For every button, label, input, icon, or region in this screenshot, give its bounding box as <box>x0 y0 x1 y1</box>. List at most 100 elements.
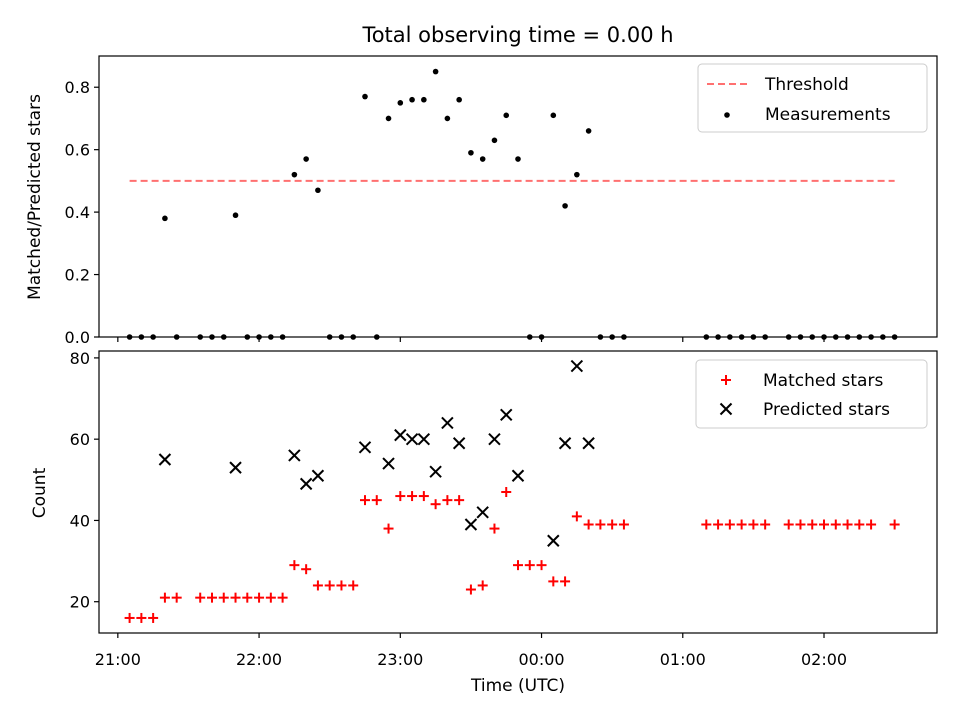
predicted-star-point <box>441 416 454 430</box>
matched-star-point <box>454 495 465 506</box>
ratio-y-axis-label: Matched/Predicted stars <box>25 94 45 300</box>
matched-star-point <box>395 491 406 502</box>
count-plot-area <box>124 359 900 623</box>
matched-star-point <box>595 519 606 530</box>
chart-title: Total observing time = 0.00 h <box>361 23 673 47</box>
legend-threshold-label: Threshold <box>764 75 849 95</box>
matched-star-point <box>889 519 900 530</box>
predicted-star-point <box>429 465 442 478</box>
matched-star-point <box>348 580 359 591</box>
matched-star-point <box>760 519 771 530</box>
matched-star-point <box>171 592 182 603</box>
legend-measurements-swatch <box>724 112 730 118</box>
x-axis-label: Time (UTC) <box>470 676 565 696</box>
measurement-point <box>162 215 168 222</box>
predicted-star-point <box>417 432 431 446</box>
matched-star-point <box>536 560 547 571</box>
matched-star-point <box>489 523 500 534</box>
matched-star-point <box>548 576 559 587</box>
matched-star-point <box>124 612 135 623</box>
legend-predicted-label: Predicted stars <box>763 400 890 420</box>
predicted-star-point <box>476 506 489 519</box>
measurement-point <box>409 96 415 103</box>
measurement-point <box>362 93 368 100</box>
matched-star-point <box>277 592 288 603</box>
matched-star-point <box>430 499 441 510</box>
matched-star-point <box>477 580 488 591</box>
predicted-star-point <box>547 534 560 547</box>
count-y-tick-label: 80 <box>70 349 90 368</box>
count-axes-frame <box>98 350 938 634</box>
measurement-point <box>232 212 239 219</box>
measurement-point <box>515 156 521 162</box>
x-tick-label: 21:00 <box>95 650 141 669</box>
measurement-point <box>315 187 321 194</box>
predicted-star-point <box>570 359 584 373</box>
x-tick-label: 23:00 <box>377 650 423 669</box>
measurement-point <box>303 156 309 162</box>
matched-star-point <box>136 612 147 623</box>
matched-star-point <box>148 612 159 623</box>
predicted-star-point <box>229 461 242 474</box>
measurement-point <box>385 115 392 122</box>
measurement-point <box>468 149 474 156</box>
matched-star-point <box>501 487 512 497</box>
ratio-axes-frame <box>98 55 938 338</box>
ratio-y-tick-label: 0.8 <box>65 78 90 97</box>
predicted-star-point <box>464 518 478 531</box>
legend-predicted-swatch <box>719 402 733 416</box>
matched-star-point <box>465 584 476 595</box>
x-tick-label: 02:00 <box>801 650 847 669</box>
predicted-star-point <box>405 432 419 446</box>
predicted-star-point <box>358 441 372 454</box>
matched-star-point <box>819 519 830 530</box>
measurement-point <box>479 156 486 162</box>
matched-star-point <box>371 495 382 506</box>
measurement-point <box>291 171 298 178</box>
ratio-x-ticks <box>117 337 825 342</box>
legend-matched-swatch <box>721 375 731 385</box>
matched-star-point <box>854 519 865 530</box>
matched-star-point <box>218 592 229 603</box>
matched-star-point <box>159 592 170 603</box>
matched-star-point <box>418 491 429 502</box>
matched-star-point <box>254 592 265 603</box>
measurement-point <box>574 171 580 178</box>
predicted-star-point <box>452 437 466 450</box>
matched-star-point <box>336 580 347 591</box>
ratio-y-tick-label: 0.2 <box>65 266 90 285</box>
count-y-tick-label: 20 <box>70 593 90 612</box>
matched-star-point <box>842 519 853 530</box>
matched-star-point <box>724 519 735 530</box>
measurement-point <box>503 112 510 119</box>
measurement-point <box>550 112 557 119</box>
matched-star-point <box>407 491 418 502</box>
predicted-star-point <box>158 453 172 466</box>
x-tick-label: 22:00 <box>236 650 282 669</box>
x-tick-label: 01:00 <box>660 650 706 669</box>
measurement-point <box>585 128 592 134</box>
matched-star-point <box>206 592 217 603</box>
predicted-star-point <box>511 469 525 482</box>
count-y-ticks: 20 40 60 80 <box>70 349 99 612</box>
matched-star-point <box>524 560 535 571</box>
matched-star-point <box>607 519 618 530</box>
measurement-point <box>421 96 427 103</box>
matched-star-point <box>560 576 571 587</box>
ratio-panel: Total observing time = 0.00 h Matched/Pr… <box>25 23 938 347</box>
matched-star-point <box>442 495 453 506</box>
measurement-point <box>456 96 462 103</box>
count-y-tick-label: 60 <box>70 430 90 449</box>
matched-star-point <box>748 519 759 530</box>
legend-matched-label: Matched stars <box>763 371 883 391</box>
predicted-star-point <box>582 437 595 450</box>
matched-star-point <box>807 519 818 530</box>
matched-star-point <box>866 519 877 530</box>
ratio-y-ticks: 0.0 0.2 0.4 0.6 0.8 <box>65 78 99 347</box>
count-legend: Matched stars Predicted stars <box>695 359 928 429</box>
matched-star-point <box>289 560 300 571</box>
matched-star-point <box>618 519 629 530</box>
measurement-point <box>491 137 498 144</box>
matched-star-point <box>230 592 241 603</box>
matched-star-point <box>713 519 724 530</box>
